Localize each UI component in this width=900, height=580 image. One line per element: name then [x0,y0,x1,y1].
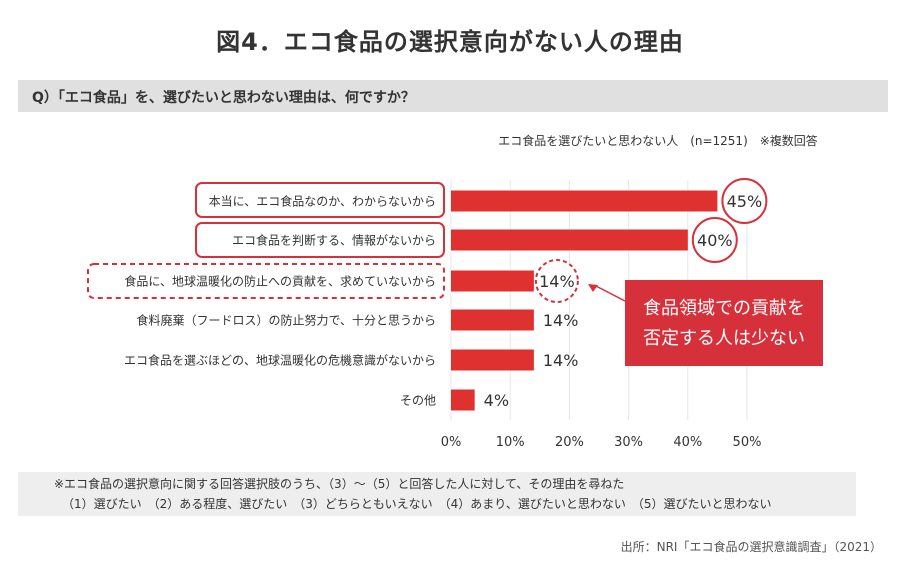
annotation-text: 食品領域での貢献を [643,298,805,319]
value-label: 14% [543,311,579,330]
value-label: 14% [543,351,579,370]
highlight-boxes [87,178,768,303]
highlight-box [195,182,445,218]
annotation-box [625,280,823,366]
x-tick-label: 50% [733,435,762,450]
footnote-box: ※エコ食品の選択意向に関する回答選択肢のうち、（3）～（5）と回答した人に対して… [18,472,856,516]
bar [451,389,475,411]
category-labels: 本当に、エコ食品なのか、わからないからエコ食品を判断する、情報がないから食品に、… [124,194,436,408]
bar-chart: エコ食品を選びたいと思わない人 (n=1251) ※複数回答 本当に、エコ食品な… [87,133,823,450]
annotation-arrow-line [593,284,626,302]
bar [451,349,534,371]
value-label: 4% [484,391,509,410]
highlight-circle [721,178,768,224]
bars [451,190,718,411]
x-tick-label: 20% [555,435,584,450]
annotation-arrow-head [588,284,598,292]
value-label: 40% [697,231,733,250]
bar [451,270,534,292]
category-label: エコ食品を選ぶほどの、地球温暖化の危機意識がないから [124,353,436,368]
annotation-text: 否定する人は少ない [643,328,805,349]
page-title: 図4．エコ食品の選択意向がない人の理由 [216,28,684,56]
category-label: その他 [400,394,436,408]
x-tick-label: 0% [441,435,462,450]
question-text: Q）「エコ食品」を、選びたいと思わない理由は、何ですか？ [32,90,415,106]
highlight-box [195,222,445,258]
category-label: エコ食品を判断する、情報がないから [232,233,436,248]
footnote-line-2: （1）選びたい （2）ある程度、選びたい （3）どちらともいえない （4）あまり… [62,497,772,511]
question-bar: Q）「エコ食品」を、選びたいと思わない理由は、何ですか？ [18,80,888,112]
chart-subtitle: エコ食品を選びたいと思わない人 (n=1251) ※複数回答 [498,133,818,148]
x-tick-label: 10% [496,435,525,450]
footnote-line-1: ※エコ食品の選択意向に関する回答選択肢のうち、（3）～（5）と回答した人に対して… [54,477,625,491]
value-labels: 45% 40% 14% 14% 14% 4% [484,192,763,410]
category-label: 食品に、地球温暖化の防止への貢献を、求めていないから [124,274,436,289]
highlight-circle-dashed [534,259,579,303]
x-tick-label: 30% [614,435,643,450]
category-label: 食料廃棄（フードロス）の防止努力で、十分と思うから [136,313,436,328]
source-note: 出所：NRI「エコ食品の選択意識調査」（2021） [620,540,882,554]
value-label: 45% [727,192,763,211]
highlight-box-dashed [87,263,445,299]
value-label: 14% [539,272,575,291]
bar [451,190,718,212]
x-tick-label: 40% [673,435,702,450]
x-tick-labels: 0% 10% 20% 30% 40% 50% [441,435,762,450]
highlight-circle [691,217,738,263]
bar [451,229,688,251]
bar [451,309,534,331]
category-label: 本当に、エコ食品なのか、わからないから [209,194,436,209]
